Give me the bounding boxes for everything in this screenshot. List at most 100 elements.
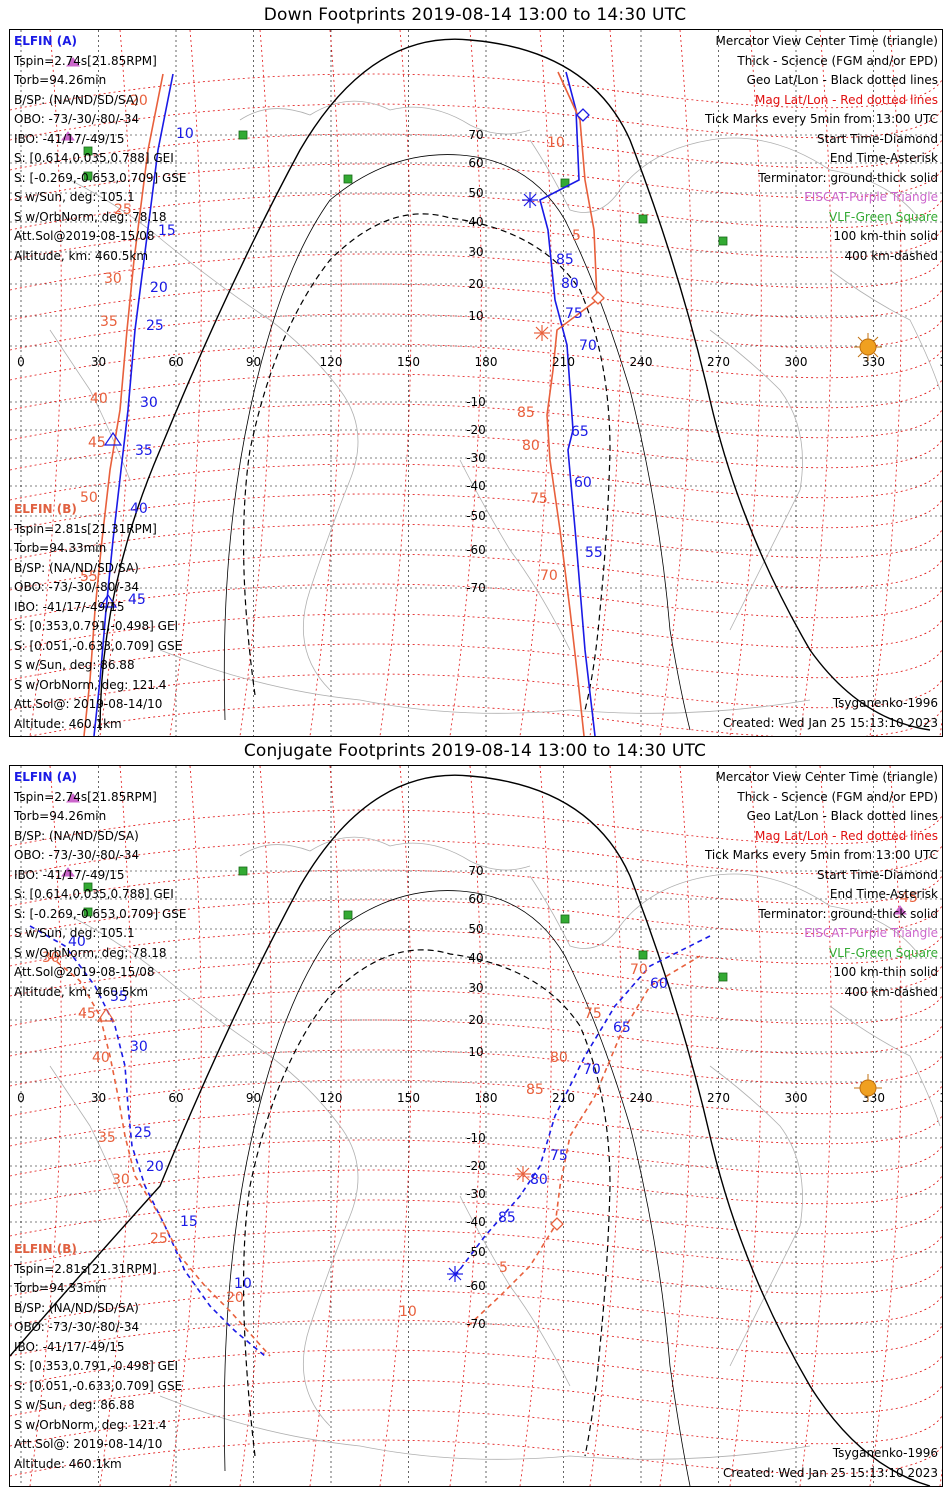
elfin-b-tick-label: 75 [530,491,548,507]
vlf-square-icon [638,214,648,224]
elfin-b-tick-label: 50 [80,490,98,506]
elfin-a-tick-label: 75 [565,306,583,322]
mag-meridian [729,30,762,736]
mag-meridian [519,766,552,1486]
elfin-b-tick-label: 10 [399,1304,417,1320]
elfin-a-tick-label: 35 [110,989,128,1005]
mag-parallel [10,869,942,907]
legend-line: End Time-Asterisk [829,151,938,165]
legend-line: 400 km-dashed [844,248,938,263]
footer: Tsyganenko-1996 Created: Wed Jan 25 15:1… [723,694,938,733]
vlf-squares [83,130,728,246]
lat-tick-label: -20 [466,1159,486,1173]
lon-tick-label: 180 [475,355,498,369]
mag-meridian [169,766,202,1486]
lat-tick-label: 70 [468,128,483,142]
mag-meridian [239,30,272,736]
lat-tick-label: -70 [466,1317,486,1331]
lon-tick-label: 30 [91,355,106,369]
created-stamp: Created: Wed Jan 25 15:13:10 2023 [723,715,938,730]
mag-parallel [10,899,942,937]
elfin-a-tick-label: 65 [571,424,589,440]
elfin-b-tick-label: 35 [98,1130,116,1146]
lon-tick-label: 150 [397,355,420,369]
elfin-b-trace [83,71,598,736]
lon-tick-label: 300 [785,355,808,369]
elfin-b-tick-label: 45 [88,435,106,451]
info-line: IBO: -41/17/-49/15 [14,131,125,146]
end-asterisk-icon [447,1266,463,1282]
legend-line: 400 km-dashed [844,984,938,999]
info-line: IBO: -41/17/-49/15 [14,1339,125,1354]
lon-tick-label: 0 [17,355,25,369]
lat-tick-label: 60 [468,892,483,906]
sun-icon [854,333,882,361]
end-asterisk-icon [522,192,538,208]
info-line: S w/Sun, deg: 105.1 [14,926,135,940]
legend-line: VLF-Green Square [829,209,938,224]
lat-tick-label: 10 [468,1045,483,1059]
mag-parallel [10,1019,942,1057]
markers [61,793,907,1282]
mag-meridian [99,30,132,736]
mag-parallel [10,1349,942,1387]
info-line: S: [0.614,0.035,0.788] GEI [14,151,174,165]
info-line: IBO: -41/17/-49/15 [14,599,125,614]
legend-line: Mag Lat/Lon - Red dotted lines [754,92,938,107]
legend-line: Start Time-Diamond [816,867,938,882]
info-line: B/SP: (NA/ND/SD/SA) [14,560,139,575]
start-diamond-icon [550,1217,564,1231]
elfin-b-title: ELFIN (B) [14,502,77,516]
mag-parallel [10,1289,942,1327]
elfin-b-info: ELFIN (B) Tspin=2.81s[21.31RPM] Torb=94.… [14,500,182,734]
lat-tick-label: 20 [468,1013,483,1027]
info-line: OBO: -73/-30/-80/-34 [14,848,140,862]
info-line: Att.Sol@2019-08-15/08 [14,965,155,979]
legend-line: 100 km-thin solid [833,229,938,243]
elfin-a-title: ELFIN (A) [14,770,77,784]
start-diamond-icon [576,108,590,122]
elfin-b-tick-label: 30 [112,1172,130,1188]
elfin-b-tick-label: 35 [100,314,118,330]
created-stamp: Created: Wed Jan 25 15:13:10 2023 [723,1465,938,1480]
mag-parallel [10,583,942,621]
info-line: S: [-0.269,-0.653,0.709] GSE [14,170,187,185]
top-map-panel[interactable]: 10 15 20 25 30 35 40 45 55 60 65 70 75 80 85 20 25 30 35 40… [9,29,943,737]
bottom-map-panel[interactable]: 40 35 30 25 20 15 10 60 65 70 75 80 85 30 45 40 35 30 25 20… [9,765,943,1487]
info-line: Altitude, km: 460.5km [14,984,149,999]
elfin-b-info: ELFIN (B) Tspin=2.81s[21.31RPM] Torb=94.… [14,1240,182,1474]
mag-meridian [449,766,482,1486]
vlf-square-icon [83,171,93,181]
mag-meridian [869,766,902,1486]
info-line: Torb=94.33min [14,1281,107,1295]
legend-line: Tick Marks every 5min from 13:00 UTC [704,112,938,126]
mag-parallel [10,1229,942,1267]
mag-meridian [379,766,412,1486]
elfin-a-tick-label: 10 [234,1276,252,1292]
tick-labels: 10 15 20 25 30 35 40 45 55 60 65 70 75 80 85 20 25 30 35 40… [80,93,603,608]
mag-parallel [10,373,942,411]
info-line: Torb=94.33min [14,541,107,555]
info-line: Torb=94.26min [14,809,107,823]
mag-meridian [449,30,482,736]
lon-tick-label: 210 [552,1091,575,1105]
sun-icon [854,1074,882,1102]
lon-tick-label: 270 [707,1091,730,1105]
mag-parallel [10,553,942,591]
elfin-a-tick-label: 40 [68,934,86,950]
mag-meridian [519,30,552,736]
mag-parallel [10,1139,942,1177]
elfin-b-tick-label: 30 [104,271,122,287]
mag-parallel [10,959,942,997]
elfin-a-tick-label: 15 [180,1214,198,1230]
elfin-a-tick-label: 30 [130,1039,148,1055]
lon-tick-label: 300 [785,1091,808,1105]
elfin-b-tick-label: 75 [584,1006,602,1022]
vlf-square-icon [343,910,353,920]
mag-parallel [10,223,942,261]
top-map-title: Down Footprints 2019-08-14 13:00 to 14:3… [263,5,687,25]
lat-tick-label: 50 [468,186,483,200]
elfin-a-tick-label: 60 [574,475,592,491]
vlf-square-icon [83,907,93,917]
vlf-square-icon [638,950,648,960]
